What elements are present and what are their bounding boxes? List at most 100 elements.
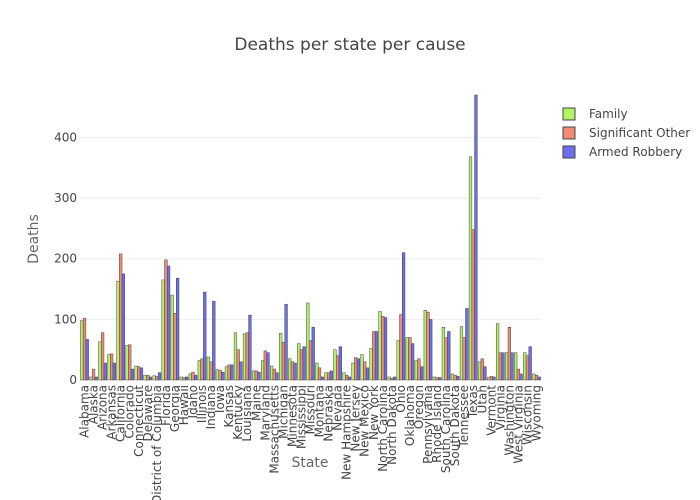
bar-significant-other[interactable] (399, 314, 403, 381)
bar-significant-other[interactable] (281, 342, 285, 381)
bar-significant-other[interactable] (82, 317, 87, 381)
bar-family[interactable] (459, 326, 464, 381)
bar-family[interactable] (315, 362, 319, 381)
bar-significant-other[interactable] (317, 367, 322, 381)
bar-significant-other[interactable] (516, 368, 521, 381)
bar-significant-other[interactable] (381, 316, 385, 381)
bar-armed-robbery[interactable] (221, 371, 225, 381)
bar-significant-other[interactable] (128, 344, 132, 381)
bar-armed-robbery[interactable] (465, 308, 469, 381)
bar-armed-robbery[interactable] (501, 352, 505, 381)
bar-family[interactable] (279, 333, 283, 381)
bar-significant-other[interactable] (498, 352, 502, 381)
bar-significant-other[interactable] (326, 372, 331, 381)
bar-family[interactable] (450, 373, 455, 381)
bar-armed-robbery[interactable] (284, 303, 288, 381)
bar-family[interactable] (270, 365, 274, 381)
bar-family[interactable] (170, 294, 174, 381)
bar-significant-other[interactable] (462, 337, 466, 381)
bar-armed-robbery[interactable] (293, 362, 297, 381)
bar-significant-other[interactable] (299, 349, 304, 381)
bar-armed-robbery[interactable] (103, 362, 107, 381)
bar-family[interactable] (224, 366, 229, 381)
bar-armed-robbery[interactable] (356, 358, 361, 381)
bar-armed-robbery[interactable] (257, 371, 261, 381)
bar-armed-robbery[interactable] (374, 331, 379, 381)
bar-family[interactable] (505, 352, 509, 381)
bar-armed-robbery[interactable] (383, 317, 388, 381)
bar-family[interactable] (523, 352, 527, 381)
bar-armed-robbery[interactable] (302, 346, 306, 381)
bar-armed-robbery[interactable] (176, 277, 180, 381)
bar-family[interactable] (532, 373, 536, 381)
bar-family[interactable] (179, 376, 183, 381)
bar-armed-robbery[interactable] (148, 376, 153, 381)
bar-significant-other[interactable] (119, 253, 123, 381)
bar-armed-robbery[interactable] (519, 373, 523, 381)
bar-significant-other[interactable] (191, 371, 195, 381)
bar-significant-other[interactable] (182, 377, 186, 381)
bar-armed-robbery[interactable] (230, 364, 234, 381)
bar-armed-robbery[interactable] (121, 273, 125, 381)
bar-family[interactable] (306, 302, 310, 381)
bar-significant-other[interactable] (426, 311, 430, 381)
legend-item[interactable]: Armed Robbery (562, 145, 682, 159)
bar-family[interactable] (297, 343, 301, 381)
bar-family[interactable] (107, 354, 111, 381)
bar-armed-robbery[interactable] (456, 376, 460, 381)
bar-family[interactable] (432, 376, 436, 381)
bar-significant-other[interactable] (363, 361, 367, 381)
bar-significant-other[interactable] (100, 332, 105, 381)
bar-significant-other[interactable] (534, 374, 539, 381)
bar-armed-robbery[interactable] (528, 346, 532, 381)
bar-armed-robbery[interactable] (438, 377, 442, 381)
bar-armed-robbery[interactable] (275, 372, 279, 381)
bar-significant-other[interactable] (489, 376, 493, 381)
bar-significant-other[interactable] (308, 340, 313, 381)
bar-family[interactable] (89, 376, 93, 381)
bar-armed-robbery[interactable] (130, 368, 135, 381)
bar-family[interactable] (405, 337, 409, 381)
bar-family[interactable] (441, 326, 445, 381)
bar-armed-robbery[interactable] (411, 343, 415, 381)
bar-family[interactable] (152, 375, 156, 381)
bar-family[interactable] (351, 362, 355, 381)
bar-armed-robbery[interactable] (510, 352, 514, 381)
bar-armed-robbery[interactable] (447, 331, 451, 381)
bar-armed-robbery[interactable] (112, 362, 116, 381)
bar-family[interactable] (188, 373, 192, 381)
bar-family[interactable] (143, 374, 147, 381)
bar-armed-robbery[interactable] (166, 265, 171, 381)
bar-significant-other[interactable] (110, 353, 114, 381)
bar-significant-other[interactable] (390, 377, 394, 381)
bar-family[interactable] (206, 356, 210, 381)
bar-family[interactable] (342, 372, 346, 381)
bar-family[interactable] (125, 345, 129, 381)
bar-significant-other[interactable] (336, 355, 340, 381)
bar-significant-other[interactable] (444, 337, 448, 381)
bar-family[interactable] (496, 323, 500, 381)
bar-family[interactable] (378, 311, 382, 381)
bar-family[interactable] (80, 320, 84, 381)
bar-significant-other[interactable] (137, 366, 141, 381)
bar-significant-other[interactable] (354, 357, 358, 381)
bar-armed-robbery[interactable] (429, 319, 433, 381)
bar-armed-robbery[interactable] (483, 366, 487, 381)
bar-family[interactable] (333, 349, 337, 381)
bar-family[interactable] (369, 348, 373, 381)
bar-family[interactable] (161, 279, 165, 381)
bar-armed-robbery[interactable] (320, 376, 324, 381)
bar-significant-other[interactable] (435, 377, 439, 381)
bar-armed-robbery[interactable] (212, 300, 216, 381)
bar-armed-robbery[interactable] (474, 94, 478, 381)
bar-armed-robbery[interactable] (420, 366, 424, 381)
bar-family[interactable] (477, 361, 482, 381)
bar-armed-robbery[interactable] (266, 352, 270, 381)
bar-family[interactable] (197, 360, 201, 381)
bar-family[interactable] (396, 340, 400, 381)
bar-significant-other[interactable] (453, 374, 457, 381)
bar-family[interactable] (260, 360, 265, 381)
bar-family[interactable] (288, 358, 292, 381)
bar-significant-other[interactable] (408, 337, 412, 381)
bar-armed-robbery[interactable] (194, 374, 198, 381)
